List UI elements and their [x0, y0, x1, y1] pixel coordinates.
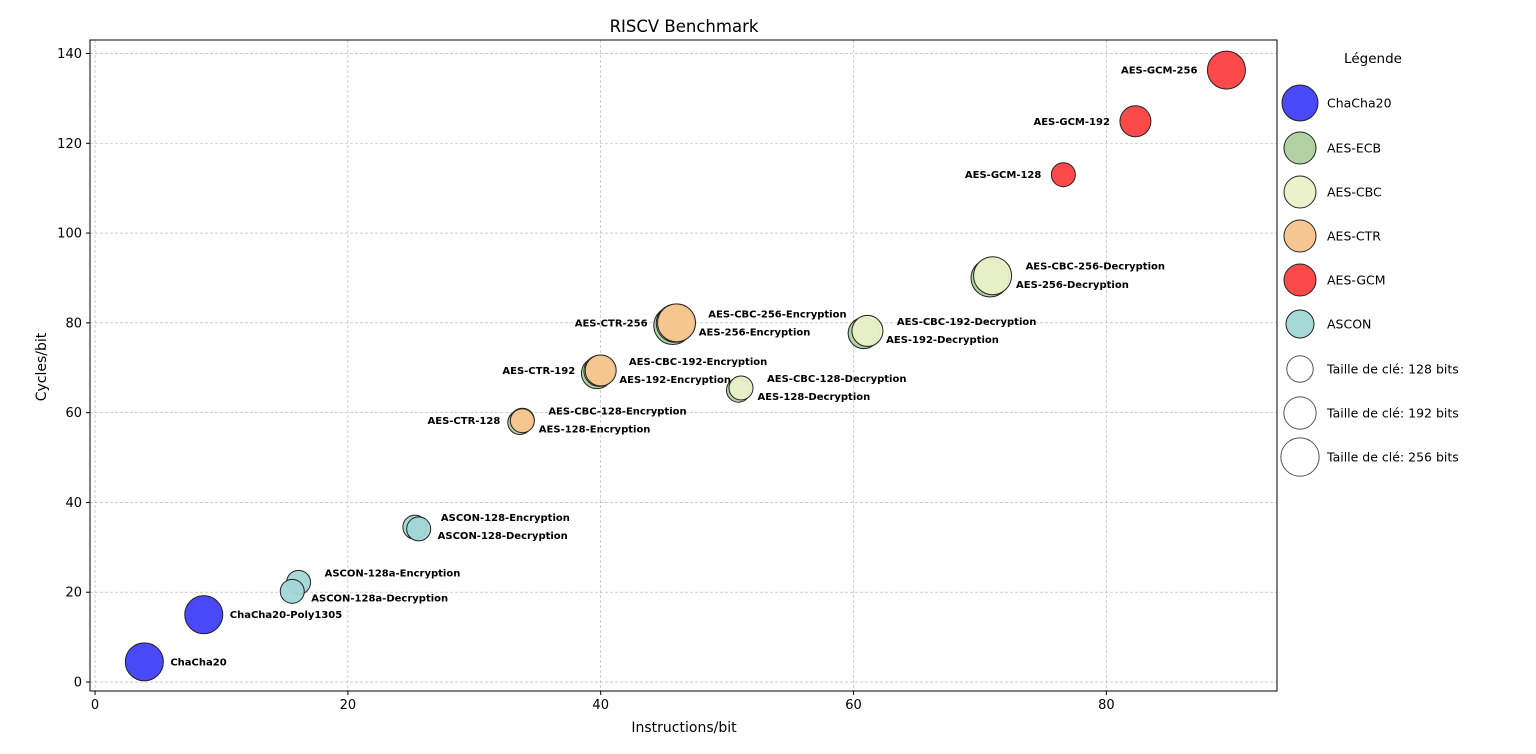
- data-point: [657, 303, 697, 343]
- x-axis-label: Instructions/bit: [631, 720, 737, 736]
- data-point: [509, 408, 535, 434]
- legend-size-swatch: [1280, 437, 1320, 477]
- data-label: AES-CBC-128-Decryption: [767, 374, 906, 385]
- x-tick-label: 60: [845, 698, 862, 713]
- data-label: AES-CTR-192: [502, 366, 575, 377]
- legend-swatch: [1285, 309, 1315, 339]
- y-tick-label: 0: [74, 676, 82, 691]
- legend-label: AES-ECB: [1327, 141, 1381, 156]
- data-label: AES-CBC-256-Encryption: [708, 309, 846, 320]
- data-label: ChaCha20: [170, 657, 226, 668]
- data-label: AES-CTR-128: [428, 416, 501, 427]
- data-points: [124, 50, 1246, 682]
- data-label: ASCON-128a-Encryption: [325, 568, 461, 579]
- legend-label: AES-CTR: [1327, 229, 1381, 244]
- x-tick-label: 20: [340, 698, 357, 713]
- y-tick-label: 140: [57, 47, 82, 62]
- y-tick-label: 20: [65, 586, 82, 601]
- data-label: ASCON-128-Encryption: [441, 513, 570, 524]
- data-point: [973, 256, 1013, 296]
- data-point: [406, 516, 432, 542]
- y-tick-label: 40: [65, 496, 82, 511]
- legend-swatch: [1283, 219, 1317, 253]
- y-axis-label: Cycles/bit: [34, 332, 50, 401]
- data-point: [1050, 162, 1076, 188]
- x-axis-ticks: 0 20 40 60 80: [91, 691, 1115, 713]
- x-tick-label: 80: [1098, 698, 1115, 713]
- data-label: ASCON-128a-Decryption: [311, 593, 448, 604]
- data-label: AES-256-Encryption: [699, 328, 811, 339]
- data-point: [728, 375, 754, 401]
- legend-label: Taille de clé: 128 bits: [1326, 362, 1459, 377]
- legend-label: ASCON: [1327, 317, 1371, 332]
- data-label: AES-CBC-192-Decryption: [897, 317, 1036, 328]
- legend-label: Taille de clé: 192 bits: [1326, 406, 1459, 421]
- data-label: AES-CTR-256: [575, 318, 648, 329]
- data-point: [279, 578, 305, 604]
- legend-size-swatch: [1283, 396, 1317, 430]
- legend-label: ChaCha20: [1327, 96, 1392, 111]
- y-tick-label: 100: [57, 227, 82, 242]
- chart-title: RISCV Benchmark: [610, 17, 759, 36]
- data-label: AES-128-Decryption: [757, 392, 870, 403]
- legend-size-swatch: [1286, 355, 1314, 383]
- legend-label: AES-GCM: [1327, 273, 1386, 288]
- data-label: AES-128-Encryption: [539, 425, 651, 436]
- x-tick-label: 0: [91, 698, 99, 713]
- data-label: AES-GCM-192: [1033, 117, 1109, 128]
- legend-swatch: [1283, 175, 1317, 209]
- legend-swatch: [1283, 131, 1317, 165]
- y-axis-ticks: 0 20 40 60 80 100 120 140: [57, 47, 90, 691]
- data-point: [1206, 50, 1246, 90]
- data-point: [184, 595, 224, 635]
- data-label: AES-192-Decryption: [886, 335, 999, 346]
- legend-swatch: [1281, 84, 1319, 122]
- data-point: [1119, 105, 1152, 138]
- legend-label: AES-CBC: [1327, 185, 1382, 200]
- data-label: AES-CBC-192-Encryption: [629, 357, 767, 368]
- legend: Légende ChaCha20 AES-ECB AES-CBC AES-CTR AES…: [1280, 51, 1459, 477]
- data-label: AES-GCM-128: [965, 170, 1041, 181]
- y-tick-label: 60: [65, 406, 82, 421]
- data-labels: ChaCha20 ChaCha20-Poly1305 ASCON-128a-Encr…: [170, 66, 1197, 669]
- data-label: AES-256-Decryption: [1016, 280, 1129, 291]
- data-label: ChaCha20-Poly1305: [230, 610, 342, 621]
- data-label: ASCON-128-Decryption: [438, 531, 568, 542]
- plot-frame: [89, 39, 1278, 692]
- x-tick-label: 40: [592, 698, 609, 713]
- legend-title: Légende: [1344, 51, 1402, 67]
- data-label: AES-192-Encryption: [619, 375, 731, 386]
- legend-swatch: [1283, 263, 1317, 297]
- y-tick-label: 120: [57, 137, 82, 152]
- data-point: [851, 314, 884, 347]
- data-label: AES-GCM-256: [1121, 66, 1197, 77]
- data-label: AES-CBC-256-Decryption: [1026, 262, 1165, 273]
- data-label: AES-CBC-128-Encryption: [548, 406, 686, 417]
- y-tick-label: 80: [65, 316, 82, 331]
- data-point: [124, 642, 164, 682]
- data-point: [584, 354, 617, 387]
- legend-label: Taille de clé: 256 bits: [1326, 450, 1459, 465]
